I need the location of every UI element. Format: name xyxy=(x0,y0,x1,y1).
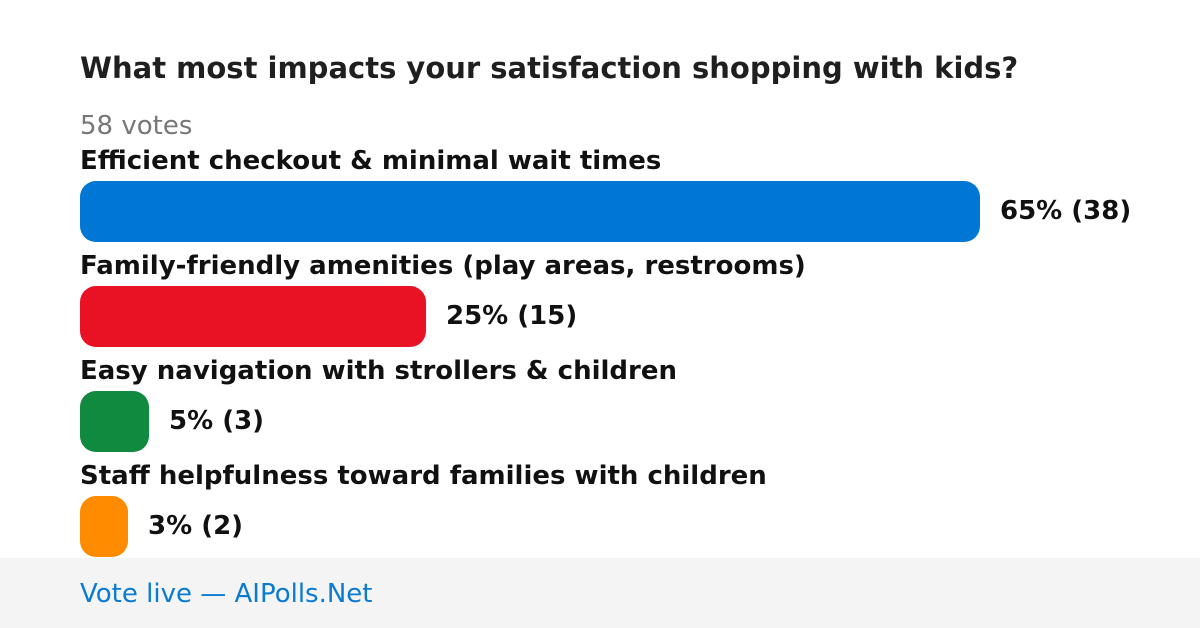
result-bar xyxy=(80,391,149,452)
poll-option-staff-helpfulness: Staff helpfulness toward families with c… xyxy=(80,460,1180,560)
bar-value-label: 5% (3) xyxy=(169,406,265,436)
poll-option-family-amenities: Family-friendly amenities (play areas, r… xyxy=(80,250,1180,350)
bar-value-label: 25% (15) xyxy=(446,301,578,331)
result-bar xyxy=(80,496,128,557)
option-label: Staff helpfulness toward families with c… xyxy=(80,461,767,491)
footer: Vote live — AIPolls.Net xyxy=(0,558,1200,628)
poll-title: What most impacts your satisfaction shop… xyxy=(80,51,1019,85)
result-bar xyxy=(80,181,980,242)
option-label: Efficient checkout & minimal wait times xyxy=(80,146,662,176)
vote-count: 58 votes xyxy=(80,111,193,141)
option-label: Easy navigation with strollers & childre… xyxy=(80,356,677,386)
poll-option-easy-navigation: Easy navigation with strollers & childre… xyxy=(80,355,1180,455)
bar-value-label: 65% (38) xyxy=(1000,196,1132,226)
bar-value-label: 3% (2) xyxy=(148,511,244,541)
poll-option-efficient-checkout: Efficient checkout & minimal wait times … xyxy=(80,145,1180,245)
vote-live-link[interactable]: Vote live — AIPolls.Net xyxy=(80,579,373,609)
result-bar xyxy=(80,286,426,347)
option-label: Family-friendly amenities (play areas, r… xyxy=(80,251,806,281)
